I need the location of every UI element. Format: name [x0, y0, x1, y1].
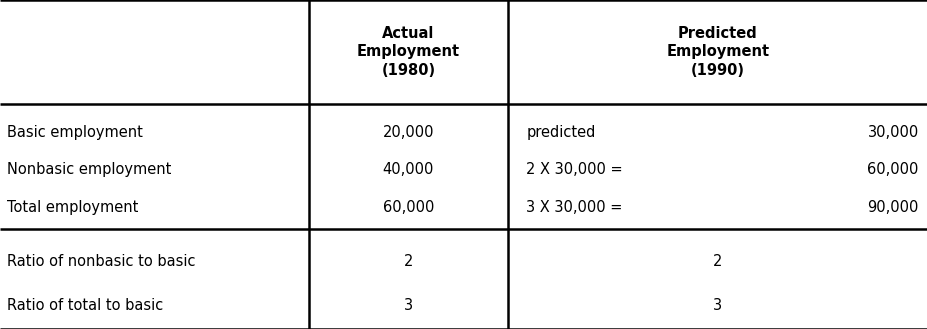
Text: 2: 2	[712, 254, 722, 269]
Text: 3: 3	[713, 297, 721, 313]
Text: 3: 3	[403, 297, 413, 313]
Text: 20,000: 20,000	[382, 125, 434, 139]
Text: 3 X 30,000 =: 3 X 30,000 =	[526, 200, 622, 215]
Text: 2: 2	[403, 254, 413, 269]
Text: 40,000: 40,000	[382, 163, 434, 177]
Text: Ratio of total to basic: Ratio of total to basic	[7, 297, 163, 313]
Text: predicted: predicted	[526, 125, 595, 139]
Text: 2 X 30,000 =: 2 X 30,000 =	[526, 163, 622, 177]
Text: 90,000: 90,000	[867, 200, 918, 215]
Text: 60,000: 60,000	[867, 163, 918, 177]
Text: Actual
Employment
(1980): Actual Employment (1980)	[356, 26, 460, 78]
Text: Nonbasic employment: Nonbasic employment	[7, 163, 171, 177]
Text: Predicted
Employment
(1990): Predicted Employment (1990)	[666, 26, 768, 78]
Text: 30,000: 30,000	[867, 125, 918, 139]
Text: 60,000: 60,000	[382, 200, 434, 215]
Text: Basic employment: Basic employment	[7, 125, 143, 139]
Text: Total employment: Total employment	[7, 200, 139, 215]
Text: Ratio of nonbasic to basic: Ratio of nonbasic to basic	[7, 254, 196, 269]
